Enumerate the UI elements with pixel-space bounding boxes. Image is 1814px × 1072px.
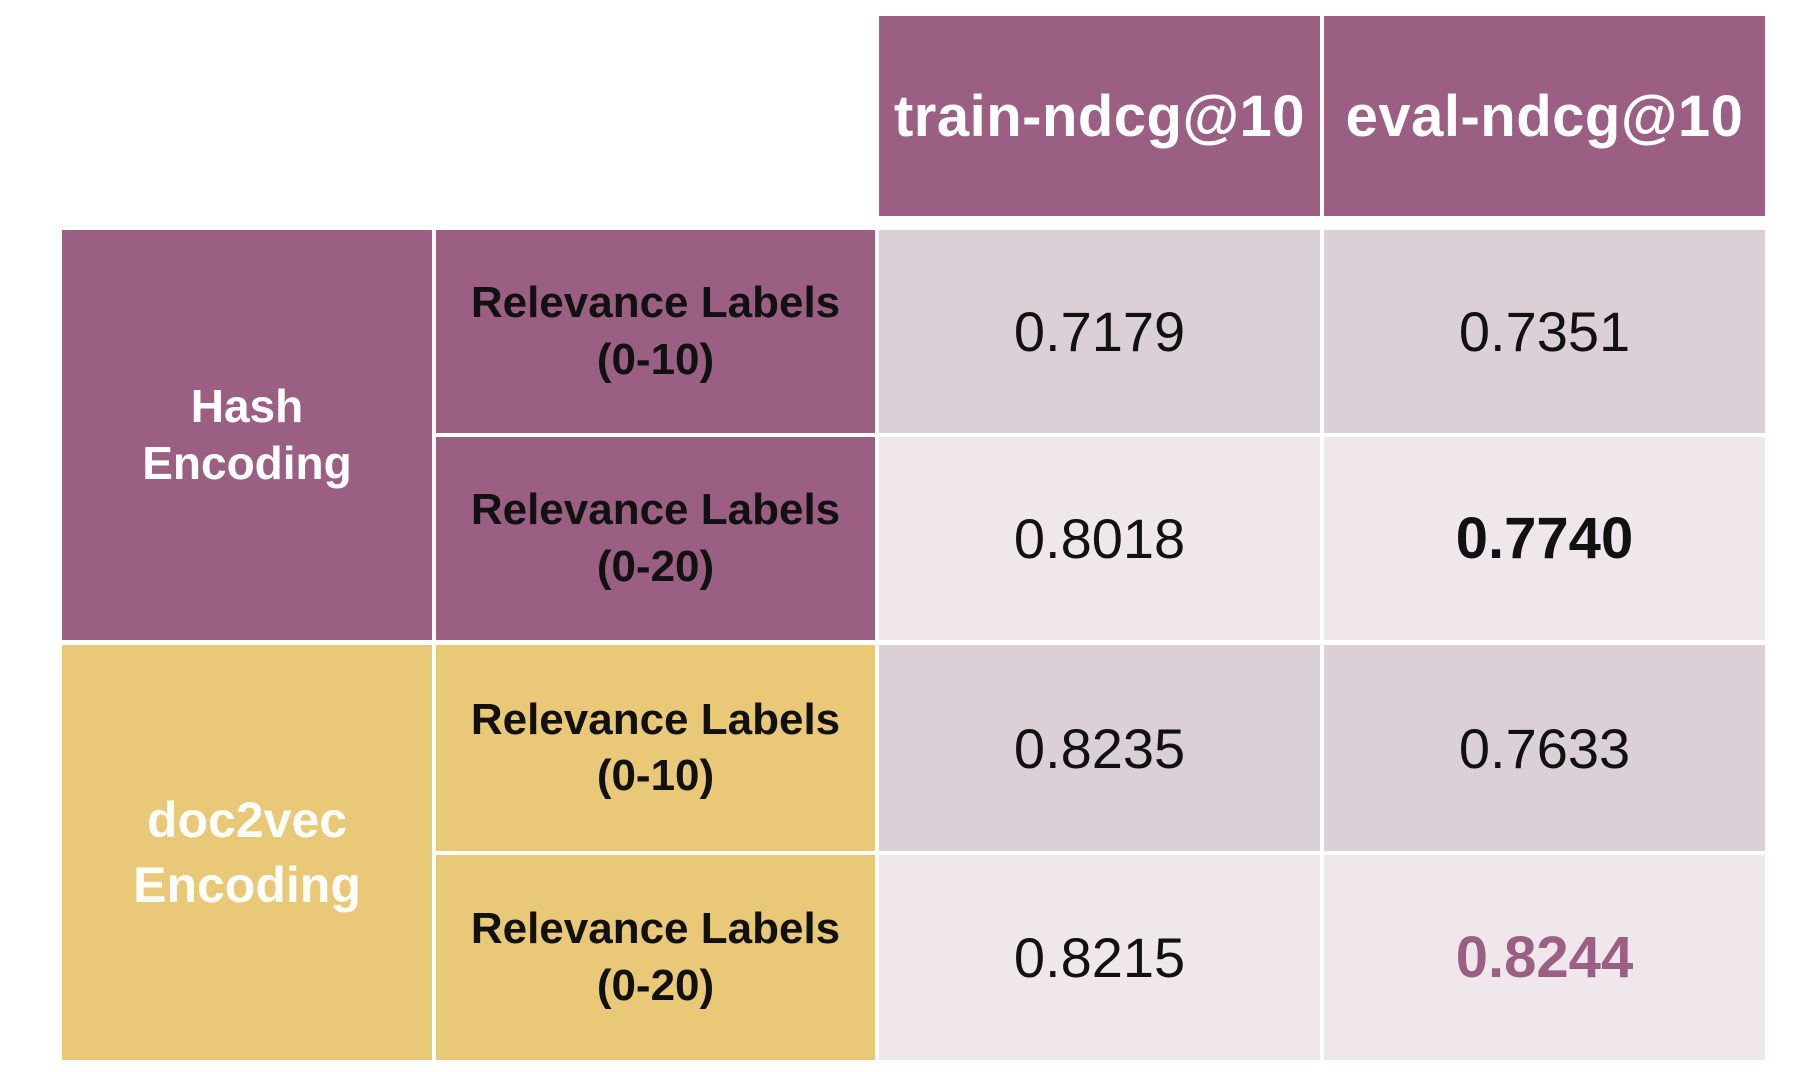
row-label-line: (0-10) xyxy=(596,334,715,384)
value-cell-best: 0.8244 xyxy=(1324,855,1765,1060)
row-label-line: (0-10) xyxy=(596,751,715,800)
value-text: 0.7351 xyxy=(1458,300,1631,363)
column-header-label: eval-ndcg@10 xyxy=(1345,83,1744,149)
value-cell: 0.7179 xyxy=(879,230,1320,433)
row-label: Relevance Labels (0-10) xyxy=(436,230,875,433)
row-label-line: Relevance Labels xyxy=(470,904,841,954)
group-label-doc2vec-encoding: doc2vec Encoding xyxy=(62,645,432,1060)
value-cell: 0.7351 xyxy=(1324,230,1765,433)
row-label: Relevance Labels (0-20) xyxy=(436,437,875,640)
value-cell: 0.7633 xyxy=(1324,645,1765,851)
group-label-line: Encoding xyxy=(142,437,352,489)
row-label-line: (0-20) xyxy=(596,960,715,1010)
row-label: Relevance Labels (0-20) xyxy=(436,855,875,1060)
row-label-line: Relevance Labels xyxy=(470,485,841,535)
column-header-train-ndcg: train-ndcg@10 xyxy=(879,16,1320,216)
value-text: 0.7740 xyxy=(1455,506,1634,571)
value-text: 0.8244 xyxy=(1455,925,1634,990)
value-text: 0.8018 xyxy=(1013,507,1186,570)
column-header-eval-ndcg: eval-ndcg@10 xyxy=(1324,16,1765,216)
row-label-line: Relevance Labels xyxy=(470,278,841,328)
value-text: 0.8215 xyxy=(1013,926,1186,989)
value-cell-highlight: 0.7740 xyxy=(1324,437,1765,640)
row-label-line: Relevance Labels xyxy=(470,694,841,744)
group-label-line: Encoding xyxy=(133,856,361,913)
group-label-line: doc2vec xyxy=(146,791,348,848)
value-text: 0.8235 xyxy=(1013,716,1186,780)
row-label: Relevance Labels (0-10) xyxy=(436,645,875,851)
value-cell: 0.8018 xyxy=(879,437,1320,640)
value-text: 0.7633 xyxy=(1458,716,1631,780)
column-header-label: train-ndcg@10 xyxy=(893,83,1306,149)
value-cell: 0.8235 xyxy=(879,645,1320,851)
value-cell: 0.8215 xyxy=(879,855,1320,1060)
row-label-line: (0-20) xyxy=(596,541,715,591)
group-label-line: Hash xyxy=(190,379,304,432)
value-text: 0.7179 xyxy=(1013,300,1186,363)
group-label-hash-encoding: Hash Encoding xyxy=(62,230,432,640)
